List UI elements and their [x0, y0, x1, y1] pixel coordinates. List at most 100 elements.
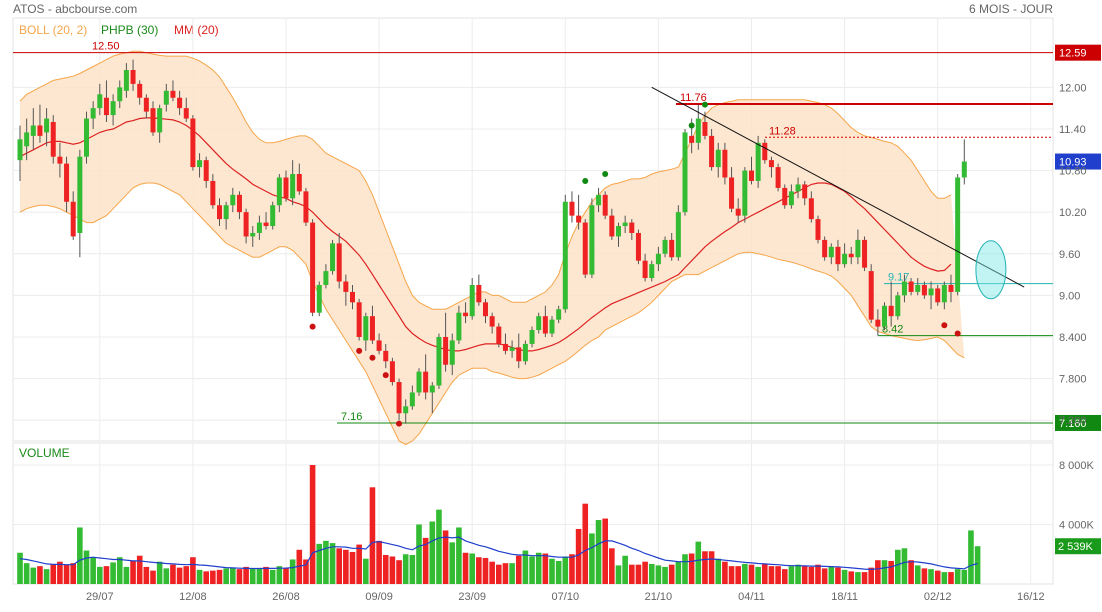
- volume-bar: [37, 566, 43, 584]
- volume-bar: [742, 563, 748, 584]
- y-tick-label: 11.40: [1059, 124, 1086, 136]
- candle-up: [941, 284, 947, 303]
- candle-down: [782, 187, 788, 206]
- candle-up: [895, 295, 901, 317]
- volume-bar: [801, 566, 808, 584]
- candle-up: [795, 184, 801, 192]
- bollinger-lower-line: [19, 182, 965, 446]
- volume-bar: [23, 563, 30, 584]
- candle-down: [70, 201, 76, 237]
- volume-bar: [203, 571, 209, 584]
- candle-down: [722, 149, 728, 178]
- candle-up: [409, 392, 415, 407]
- candle-up: [429, 385, 435, 393]
- candle-down: [815, 219, 821, 240]
- volume-bar: [256, 568, 263, 584]
- volume-panel-title: VOLUME: [19, 446, 70, 460]
- volume-bar: [30, 567, 37, 584]
- candle-down: [502, 343, 508, 351]
- candle-down: [888, 305, 894, 317]
- candle-up: [230, 194, 236, 206]
- candle-up: [276, 177, 282, 206]
- volume-bar: [83, 550, 90, 584]
- candle-down: [210, 180, 216, 206]
- volume-bar: [569, 554, 575, 584]
- sar-dot: [602, 171, 609, 178]
- candle-down: [822, 239, 828, 258]
- candle-down: [669, 239, 675, 258]
- candle-up: [828, 246, 834, 258]
- candle-up: [323, 271, 329, 285]
- volume-bar: [376, 540, 382, 584]
- sar-dot: [941, 322, 948, 329]
- volume-bar: [369, 487, 376, 584]
- volume-bar: [775, 566, 781, 584]
- candle-up: [589, 205, 595, 275]
- candle-up: [842, 253, 848, 265]
- volume-bar: [948, 572, 954, 584]
- candle-up: [562, 201, 568, 310]
- volume-bar: [555, 560, 562, 584]
- candle-up: [17, 139, 23, 161]
- chart-title: ATOS - abcbourse.com: [13, 2, 137, 16]
- volume-bar: [795, 564, 801, 584]
- candle-up: [742, 170, 748, 216]
- candle-down: [802, 184, 808, 199]
- volume-bar: [382, 554, 389, 584]
- moving-average-layer: [19, 117, 952, 352]
- volume-bar: [296, 549, 303, 584]
- level-label: 12.50: [92, 41, 120, 53]
- volume-bar: [615, 565, 622, 584]
- candle-up: [223, 205, 229, 220]
- volume-bar: [429, 521, 436, 584]
- candle-down: [369, 316, 375, 341]
- candle-up: [901, 281, 907, 296]
- volume-bar: [349, 552, 356, 584]
- volume-bar: [609, 548, 615, 584]
- volume-bar: [875, 560, 881, 584]
- volume-bar: [110, 562, 116, 584]
- volume-bar: [762, 563, 768, 584]
- volume-bar: [289, 559, 296, 584]
- candle-down: [729, 177, 735, 209]
- volume-bar: [529, 556, 535, 584]
- volume-bar: [90, 557, 96, 584]
- volume-moving-average: [19, 536, 978, 571]
- volume-bar: [934, 570, 941, 584]
- candle-down: [64, 163, 70, 202]
- volume-bar: [190, 557, 196, 584]
- candle-down: [483, 302, 488, 317]
- volume-bar: [236, 569, 243, 584]
- volume-bar: [63, 564, 70, 584]
- volume-bar: [356, 544, 362, 584]
- candle-down: [516, 347, 522, 362]
- candle-up: [622, 222, 628, 227]
- volume-bar: [442, 530, 449, 584]
- y-tick-label: 10.80: [1059, 166, 1087, 178]
- candle-up: [449, 340, 455, 365]
- level-badge: [1055, 44, 1101, 61]
- candle-up: [416, 371, 422, 393]
- volume-bar: [97, 566, 103, 584]
- candle-down: [170, 90, 176, 98]
- volume-bar: [735, 566, 741, 584]
- volume-bar: [502, 563, 509, 584]
- volume-bar: [343, 549, 349, 584]
- candle-down: [635, 232, 641, 261]
- candle-up: [157, 108, 163, 133]
- volume-bar: [249, 568, 256, 584]
- x-tick-label: 12/08: [179, 591, 207, 603]
- volume-bar: [768, 566, 775, 584]
- candle-down: [463, 312, 469, 317]
- candle-down: [423, 371, 429, 393]
- volume-bar: [283, 567, 289, 584]
- volume-bar: [535, 552, 542, 584]
- candle-up: [655, 253, 661, 265]
- resistance-trendline: [651, 86, 1025, 288]
- candle-down: [310, 222, 316, 313]
- bollinger-upper-line: [19, 50, 952, 310]
- candle-up: [117, 87, 123, 102]
- candle-down: [542, 316, 548, 334]
